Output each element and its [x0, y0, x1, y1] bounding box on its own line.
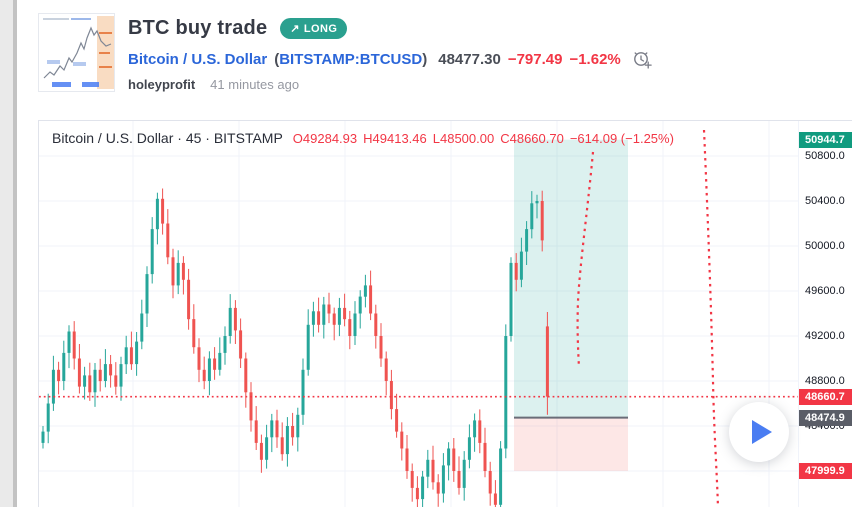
- price-label-last: 48660.7: [799, 388, 852, 405]
- idea-header: BTC buy trade ↗ LONG Bitcoin / U.S. Doll…: [38, 13, 652, 92]
- paren-open: (: [274, 50, 280, 68]
- time-ago: 41 minutes ago: [210, 77, 300, 92]
- play-button[interactable]: [729, 402, 789, 462]
- price-tick: 49200.0: [805, 330, 845, 342]
- legend-symbol: Bitcoin / U.S. Dollar · 45 · BITSTAMP: [52, 130, 283, 146]
- price-tick: 50000.0: [805, 240, 845, 252]
- chart-legend: Bitcoin / U.S. Dollar · 45 · BITSTAMP O49…: [52, 130, 680, 146]
- add-alert-icon[interactable]: [632, 49, 652, 69]
- symbol-code-link[interactable]: BITSTAMP:BTCUSD: [279, 50, 423, 68]
- last-price-value: 48477.30: [438, 50, 501, 68]
- legend-high: H49413.46: [363, 131, 427, 146]
- price-tick: 50800.0: [805, 150, 845, 162]
- price-tick: 50400.0: [805, 195, 845, 207]
- idea-meta: BTC buy trade ↗ LONG Bitcoin / U.S. Doll…: [128, 13, 652, 92]
- symbol-name-link[interactable]: Bitcoin / U.S. Dollar: [128, 50, 268, 68]
- price-axis[interactable]: 50800.0 50400.0 50000.0 49600.0 49200.0 48800…: [798, 121, 852, 507]
- page-left-gutter: [0, 0, 17, 507]
- candlestick-plot[interactable]: [39, 121, 852, 507]
- long-badge: ↗ LONG: [280, 18, 348, 39]
- legend-change: −614.09 (−1.25%): [569, 131, 674, 146]
- arrow-up-right-icon: ↗: [290, 23, 300, 35]
- legend-open: O49284.93: [292, 131, 358, 146]
- chart-area[interactable]: Bitcoin / U.S. Dollar · 45 · BITSTAMP O49…: [38, 120, 852, 507]
- price-change: −797.49: [507, 50, 563, 68]
- price-change-percent: −1.62%: [569, 50, 621, 68]
- price-tick: 49600.0: [805, 285, 845, 297]
- long-badge-label: LONG: [303, 22, 338, 35]
- idea-title[interactable]: BTC buy trade: [128, 17, 268, 39]
- legend-close: C48660.70: [500, 131, 564, 146]
- price-label-target: 50944.7: [799, 131, 852, 148]
- play-icon: [752, 420, 772, 444]
- idea-thumbnail[interactable]: [38, 13, 115, 92]
- legend-low: L48500.00: [432, 131, 495, 146]
- price-label-entry: 48474.9: [799, 409, 852, 426]
- price-tick: 48800.0: [805, 375, 845, 387]
- author-link[interactable]: holeyprofit: [128, 77, 196, 92]
- paren-close: ): [422, 50, 428, 68]
- price-label-stop: 47999.9: [799, 463, 852, 479]
- thumbnail-chart-icon: [39, 14, 114, 91]
